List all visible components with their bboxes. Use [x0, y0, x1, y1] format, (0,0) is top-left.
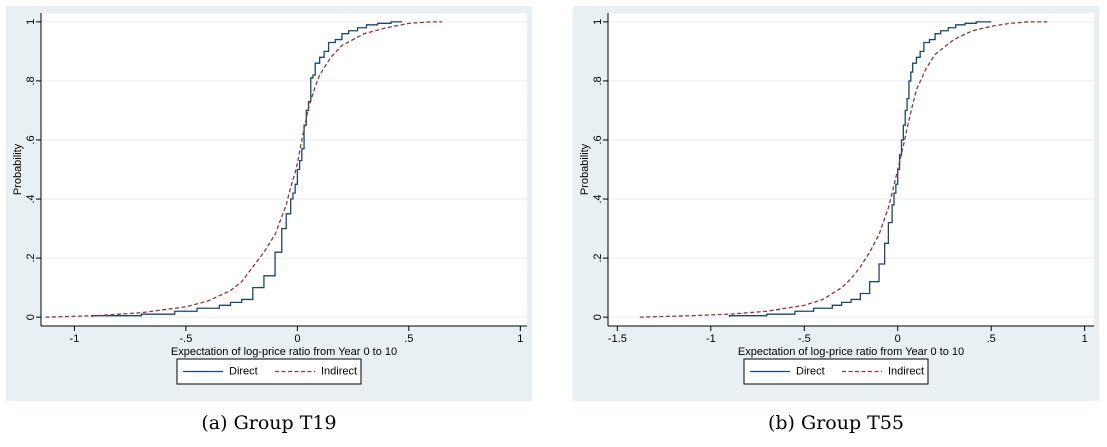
series-line-direct-b [728, 21, 992, 318]
x-tick-label-a: .5 [404, 333, 413, 345]
series-line-indirect-a [45, 21, 443, 318]
y-tick-label-b: .4 [592, 194, 604, 203]
legend-label-direct-b: Direct [796, 365, 825, 377]
series-line-indirect-b [639, 21, 1048, 318]
x-tick-label-b: -.5 [798, 333, 811, 345]
chart-panel-b: 0 .2 .4 .6 .8 1 -1.5 -1 -.5 0 .5 1 Expectation of lo… [573, 6, 1099, 401]
y-tick-label-b: 0 [592, 314, 604, 320]
caption-b-prefix: (b) [767, 412, 795, 434]
x-tick-label-b: 1 [1082, 333, 1088, 345]
x-tick-label-a: 1 [517, 333, 523, 345]
legend-box-b [743, 358, 929, 385]
y-tick-label-a: 0 [25, 314, 37, 320]
legend-label-indirect-b: Indirect [888, 365, 924, 377]
y-tick-label-a: 1 [25, 19, 37, 25]
legend-label-direct-a: Direct [229, 365, 258, 377]
chart-panel-a: 0 .2 .4 .6 .8 1 -1 -.5 0 .5 1 Expectation of log-pr… [6, 6, 532, 401]
y-tick-label-b: .8 [592, 76, 604, 85]
legend-label-indirect-a: Indirect [321, 365, 357, 377]
x-tick-label-a: -1 [70, 333, 80, 345]
chart-a-svg: 0 .2 .4 .6 .8 1 -1 -.5 0 .5 1 Expectation of log-pr… [12, 13, 527, 385]
caption-b: (b) Group T55 [573, 412, 1099, 434]
y-tick-label-b: .6 [592, 135, 604, 144]
x-tick-label-a: 0 [294, 333, 300, 345]
series-line-direct-a [91, 21, 403, 318]
plot-area-a [41, 13, 527, 326]
y-axis-title-b: Probability [579, 143, 591, 195]
caption-a-prefix: (a) [201, 412, 228, 434]
y-tick-label-a: .4 [25, 194, 37, 203]
y-tick-label-a: .2 [25, 253, 37, 262]
y-axis-title-a: Probability [12, 143, 24, 195]
y-tick-label-b: 1 [592, 19, 604, 25]
chart-b-svg: 0 .2 .4 .6 .8 1 -1.5 -1 -.5 0 .5 1 Expectation of lo… [579, 13, 1094, 385]
x-axis-title-b: Expectation of log-price ratio from Year… [738, 346, 964, 358]
x-axis-title-a: Expectation of log-price ratio from Year… [171, 346, 397, 358]
y-tick-label-a: .8 [25, 76, 37, 85]
x-tick-label-b: 0 [895, 333, 901, 345]
x-tick-label-a: -.5 [179, 333, 192, 345]
y-tick-label-a: .6 [25, 135, 37, 144]
caption-a: (a) Group T19 [6, 412, 532, 434]
caption-b-text: Group T55 [801, 412, 905, 434]
x-tick-label-b: .5 [987, 333, 996, 345]
x-tick-label-b: -1 [706, 333, 716, 345]
plot-area-b [608, 13, 1094, 326]
y-tick-label-b: .2 [592, 253, 604, 262]
caption-a-text: Group T19 [233, 412, 337, 434]
x-tick-label-b: -1.5 [608, 333, 627, 345]
